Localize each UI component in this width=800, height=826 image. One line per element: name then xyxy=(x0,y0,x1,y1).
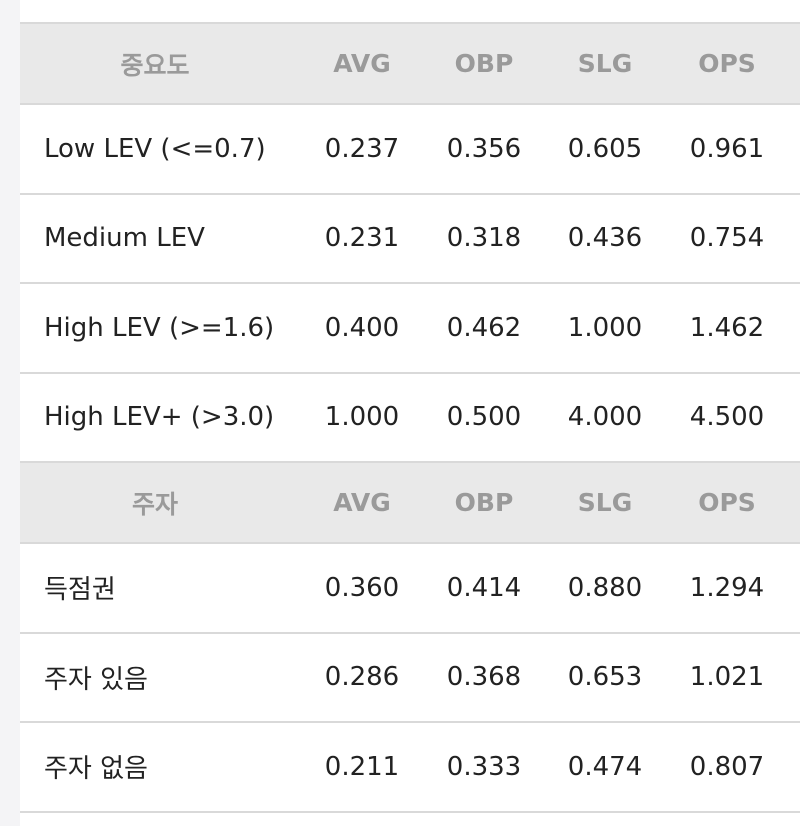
stat-cell: 0.807 xyxy=(689,751,765,782)
stat-cell: 1.000 xyxy=(324,402,400,433)
stats-table: 중요도 AVG OBP SLG OPS Low LEV (<=0.7) 0.237 0.356… xyxy=(20,22,800,813)
stat-cell: 1.462 xyxy=(689,312,765,343)
table-row: 득점권 0.360 0.414 0.880 1.294 xyxy=(20,542,800,632)
header-cell: 중요도 xyxy=(120,50,190,80)
table-row: 주자 있음 0.286 0.368 0.653 1.021 xyxy=(20,631,800,721)
stat-cell: 0.237 xyxy=(324,133,400,164)
stat-cell: 4.000 xyxy=(567,402,643,433)
stat-cell: 0.961 xyxy=(689,133,765,164)
stat-cell: 0.356 xyxy=(446,133,522,164)
table-bottom-border xyxy=(20,810,800,813)
header-cell: OBP xyxy=(454,488,514,517)
row-label: 득점권 xyxy=(44,575,116,606)
header-row: 주자 AVG OBP SLG OPS xyxy=(20,461,800,542)
stat-cell: 0.360 xyxy=(324,572,400,603)
stat-cell: 1.021 xyxy=(689,662,765,693)
side-strip xyxy=(0,0,20,826)
stat-cell: 0.605 xyxy=(567,133,643,164)
stat-cell: 0.653 xyxy=(567,662,643,693)
stat-cell: 1.294 xyxy=(689,572,765,603)
header-cell: OBP xyxy=(454,49,514,78)
stat-cell: 0.436 xyxy=(567,223,643,254)
header-row: 중요도 AVG OBP SLG OPS xyxy=(20,22,800,103)
header-cell: 주자 xyxy=(131,489,178,519)
row-label: 주자 없음 xyxy=(44,754,148,785)
stat-cell: 0.754 xyxy=(689,223,765,254)
row-label: High LEV+ (>3.0) xyxy=(44,402,275,433)
stat-cell: 0.880 xyxy=(567,572,643,603)
header-cell: AVG xyxy=(333,49,391,78)
stat-cell: 0.474 xyxy=(567,751,643,782)
header-cell: SLG xyxy=(577,49,633,78)
table-row: High LEV (>=1.6) 0.400 0.462 1.000 1.462 xyxy=(20,282,800,372)
row-label: High LEV (>=1.6) xyxy=(44,312,275,343)
table-row: High LEV+ (>3.0) 1.000 0.500 4.000 4.500 xyxy=(20,371,800,461)
stat-cell: 0.286 xyxy=(324,662,400,693)
stat-cell: 0.400 xyxy=(324,312,400,343)
stat-cell: 0.211 xyxy=(324,751,400,782)
stat-cell: 0.414 xyxy=(446,572,522,603)
table-row: Medium LEV 0.231 0.318 0.436 0.754 xyxy=(20,192,800,282)
stat-cell: 0.231 xyxy=(324,223,400,254)
header-cell: OPS xyxy=(698,49,756,78)
row-label: Medium LEV xyxy=(44,223,205,254)
row-label: Low LEV (<=0.7) xyxy=(44,133,266,164)
header-cell: AVG xyxy=(333,488,391,517)
stat-cell: 0.333 xyxy=(446,751,522,782)
table-row: Low LEV (<=0.7) 0.237 0.356 0.605 0.961 xyxy=(20,103,800,193)
stat-cell: 4.500 xyxy=(689,402,765,433)
stat-cell: 0.318 xyxy=(446,223,522,254)
table-row: 주자 없음 0.211 0.333 0.474 0.807 xyxy=(20,721,800,811)
row-label: 주자 있음 xyxy=(44,664,148,695)
header-cell: SLG xyxy=(577,488,633,517)
stat-cell: 1.000 xyxy=(567,312,643,343)
stat-cell: 0.368 xyxy=(446,662,522,693)
header-cell: OPS xyxy=(698,488,756,517)
stat-cell: 0.500 xyxy=(446,402,522,433)
stat-cell: 0.462 xyxy=(446,312,522,343)
